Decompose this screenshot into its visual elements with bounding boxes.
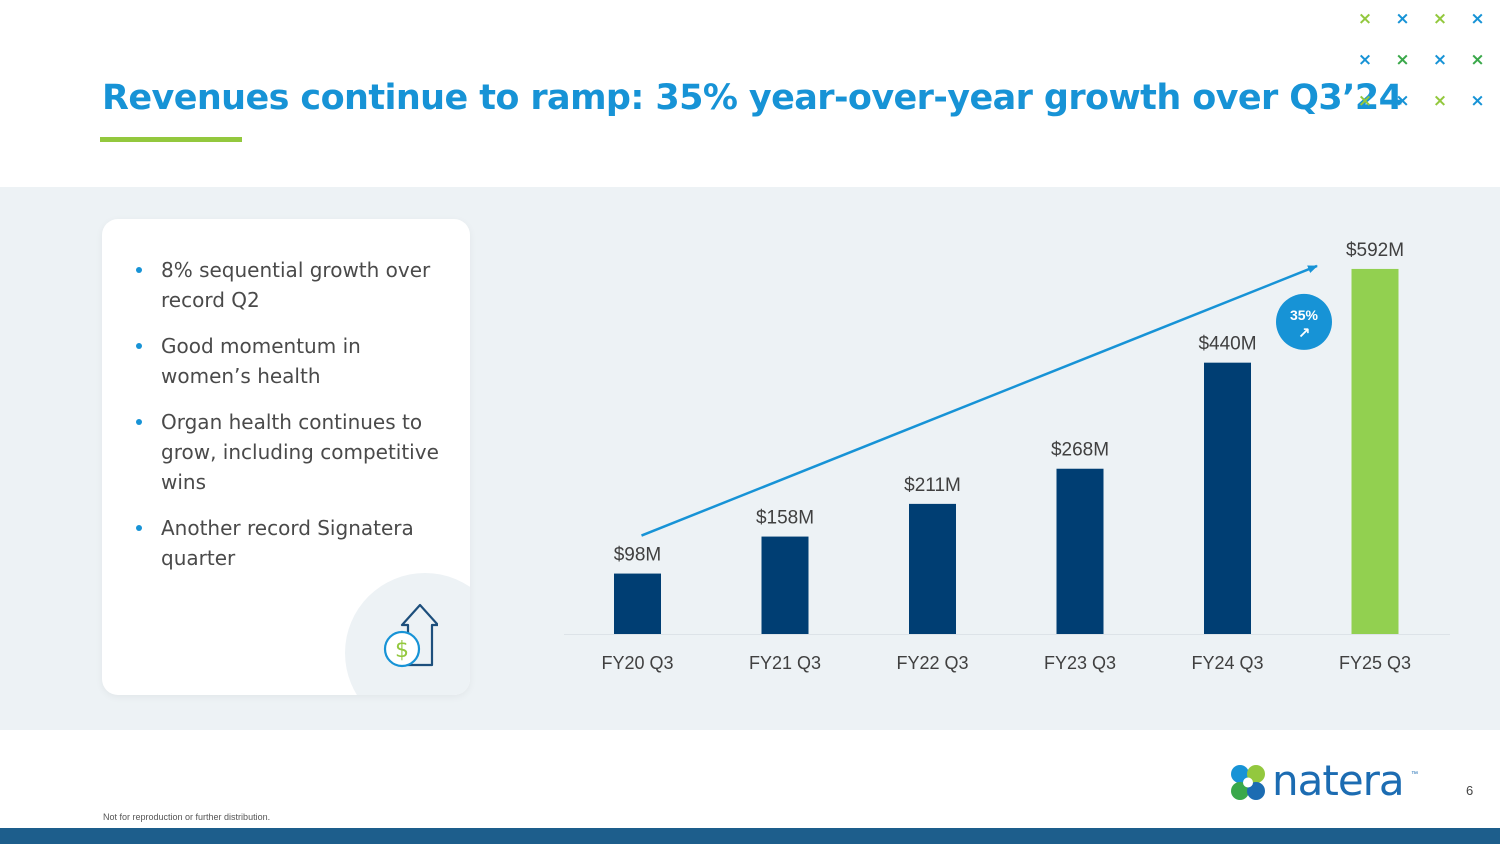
svg-text:$: $ [395, 638, 409, 663]
bar-value-label: $440M [1198, 334, 1256, 355]
x-tick-label: FY23 Q3 [1044, 653, 1116, 673]
dollar-growth-icon: $ [383, 603, 438, 668]
x-decoration-mark: × [1470, 91, 1485, 111]
bar-value-label: $268M [1051, 440, 1109, 461]
bullet-item: 8% sequential growth over record Q2 [130, 255, 440, 315]
growth-badge [1276, 293, 1332, 350]
bar-value-label: $158M [756, 508, 814, 529]
highlights-list: 8% sequential growth over record Q2 Good… [130, 255, 440, 589]
x-pattern-decoration: × × × × × × × × × × × × [1352, 6, 1500, 126]
bar-fy23-q3 [1056, 468, 1104, 634]
x-tick-label: FY21 Q3 [749, 653, 821, 673]
bar-fy25-q3 [1351, 268, 1399, 634]
x-tick-label: FY22 Q3 [896, 653, 968, 673]
logo-trademark: ™ [1411, 771, 1418, 778]
x-decoration-mark: × [1357, 50, 1373, 70]
bullet-item: Organ health continues to grow, includin… [130, 407, 440, 497]
x-decoration-mark: × [1432, 50, 1448, 70]
x-tick-label: FY20 Q3 [601, 653, 673, 673]
footnote: Not for reproduction or further distribu… [103, 812, 271, 822]
bar-value-label: $592M [1346, 240, 1404, 261]
growth-trend-arrow [641, 264, 1318, 537]
x-decoration-mark: × [1432, 91, 1448, 111]
x-decoration-mark: × [1432, 9, 1448, 29]
bar-value-label: $211M [904, 475, 961, 496]
x-decoration-mark: × [1395, 50, 1410, 70]
x-decoration-mark: × [1357, 9, 1373, 29]
x-decoration-mark: × [1470, 9, 1485, 29]
bar-fy22-q3 [909, 503, 956, 634]
bar-value-label: $98M [614, 545, 662, 566]
highlights-card: 8% sequential growth over record Q2 Good… [102, 219, 470, 695]
logo-wordmark: natera [1272, 756, 1405, 805]
labels-group: $98M FY20 Q3 $158M FY21 Q3 $211M FY22 Q3 $268M… [601, 240, 1411, 673]
bars-group [564, 268, 1450, 635]
bar-fy21-q3 [761, 536, 809, 634]
x-decoration-mark: × [1357, 91, 1373, 111]
x-decoration-mark: × [1470, 50, 1485, 70]
trend-up-icon: ↗ [1298, 324, 1311, 342]
natera-logo: natera ™ [1228, 756, 1424, 812]
page-number: 6 [1466, 783, 1474, 798]
bar-fy24-q3 [1204, 362, 1251, 634]
bottom-bar [0, 828, 1500, 844]
bar-fy20-q3 [614, 573, 661, 634]
x-tick-label: FY24 Q3 [1191, 653, 1263, 673]
title-underline [100, 137, 242, 142]
x-tick-label: FY25 Q3 [1339, 653, 1411, 673]
slide-title: Revenues continue to ramp: 35% year-over… [102, 78, 1403, 118]
growth-badge-label: 35% [1290, 307, 1319, 323]
x-decoration-mark: × [1395, 91, 1410, 111]
natera-clover-icon [1231, 765, 1265, 800]
revenue-bar-chart: $98M FY20 Q3 $158M FY21 Q3 $211M FY22 Q3 $268M… [564, 240, 1450, 673]
bullet-item: Another record Signatera quarter [130, 513, 440, 573]
bullet-item: Good momentum in women’s health [130, 331, 440, 391]
x-decoration-mark: × [1395, 9, 1410, 29]
